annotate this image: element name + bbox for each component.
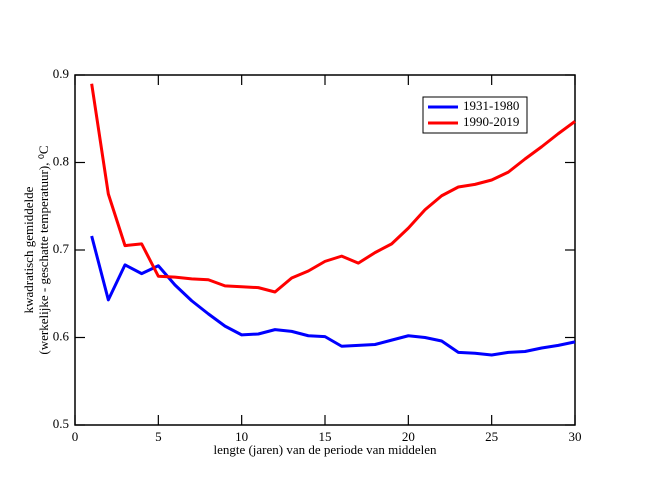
x-axis-label: lengte (jaren) van de periode van middel… (213, 442, 437, 457)
x-tick-label: 10 (235, 429, 248, 444)
y-axis-label: kwadratisch gemiddelde (werkelijke - ges… (21, 145, 51, 354)
y-tick-label: 0.6 (53, 328, 70, 343)
legend-label: 1990-2019 (463, 114, 519, 129)
x-tick-label: 25 (485, 429, 498, 444)
y-tick-label: 0.5 (53, 416, 69, 431)
y-tick-label: 0.8 (53, 153, 69, 168)
y-tick-label: 0.7 (53, 241, 70, 256)
data-line (90, 235, 576, 357)
y-axis-label-line: kwadratisch gemiddelde (21, 186, 36, 313)
data-line (90, 83, 576, 294)
y-tick-label: 0.9 (53, 66, 69, 81)
x-tick-label: 20 (402, 429, 415, 444)
x-tick-label: 5 (155, 429, 162, 444)
x-tick-label: 15 (319, 429, 332, 444)
legend-label: 1931-1980 (463, 98, 519, 113)
x-tick-label: 0 (72, 429, 79, 444)
y-axis-label-line: (werkelijke - geschatte temperatuur), ⁰C (36, 145, 51, 354)
x-tick-label: 30 (569, 429, 582, 444)
legend-box (422, 96, 528, 134)
